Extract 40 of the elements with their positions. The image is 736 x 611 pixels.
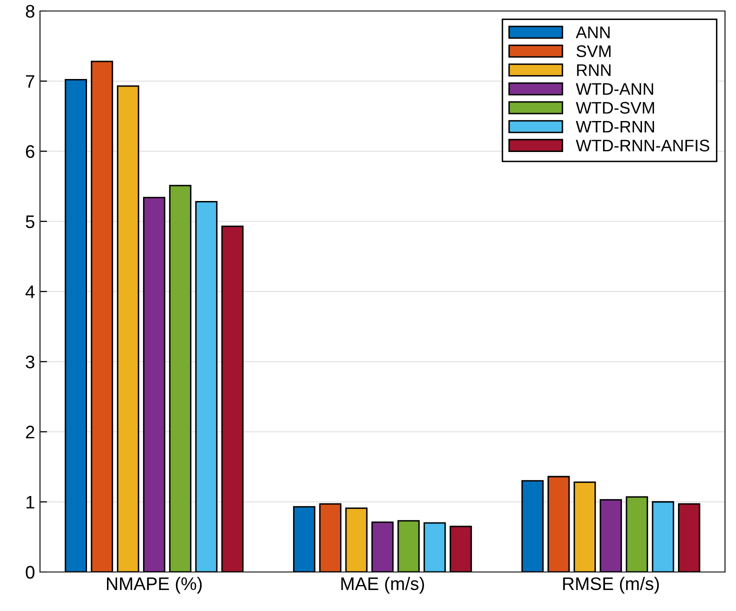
bar: [221, 226, 244, 572]
bar: [90, 60, 114, 572]
y-tick-label: 1: [26, 496, 34, 508]
legend-label: WTD-ANN: [576, 83, 654, 95]
y-tick-label: 0: [26, 566, 34, 579]
x-tick-label: MAE (m/s): [341, 576, 424, 594]
bar: [371, 522, 394, 572]
bar: [521, 480, 544, 572]
legend-label: WTD-RNN-ANFIS: [576, 140, 710, 152]
legend-label: WTD-SVM: [576, 102, 654, 114]
y-tick-label: 2: [26, 426, 34, 438]
y-tick-label: 4: [26, 286, 35, 298]
y-tick-label: 6: [26, 145, 34, 158]
legend-label: ANN: [576, 26, 610, 38]
bar: [319, 503, 342, 572]
bar: [195, 201, 218, 572]
y-tick-label: 5: [26, 215, 34, 228]
bar: [678, 503, 700, 572]
legend-label: RNN: [577, 64, 611, 76]
bar: [345, 507, 368, 572]
bar: [397, 520, 420, 572]
bar: [116, 85, 140, 572]
bar: [600, 499, 622, 572]
bar: [574, 482, 596, 572]
bar: [169, 184, 192, 572]
bar: [450, 526, 472, 572]
bar: [626, 496, 648, 572]
bar: [293, 506, 316, 572]
y-tick-label: 3: [26, 356, 34, 368]
bar: [652, 501, 674, 572]
legend-label: SVM: [576, 45, 611, 58]
y-tick-label: 8: [26, 4, 34, 18]
legend-label: WTD-RNN: [576, 120, 654, 132]
x-tick-label: RMSE (m/s): [563, 576, 659, 594]
y-tick-label: 7: [26, 75, 34, 88]
bar: [143, 196, 166, 572]
bar: [548, 476, 570, 572]
bar: [64, 79, 88, 572]
x-tick-label: NMAPE (%): [106, 576, 202, 594]
bar: [424, 522, 446, 572]
